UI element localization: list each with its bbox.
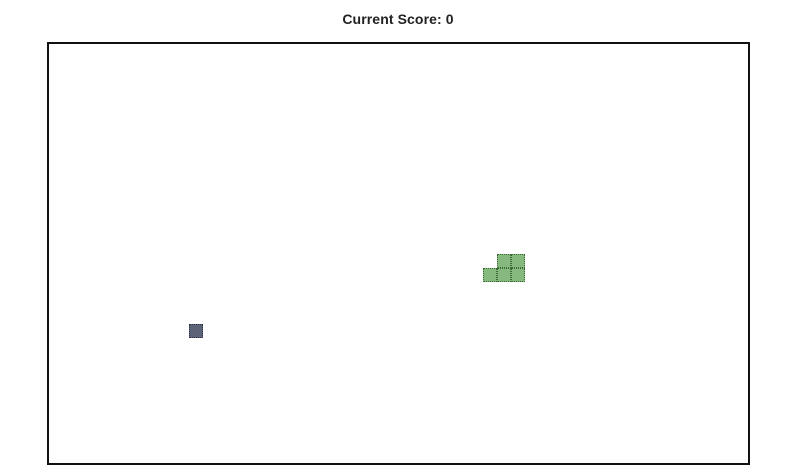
- snake-segment: [483, 268, 497, 282]
- snake-segment: [497, 268, 511, 282]
- snake-segment: [511, 268, 525, 282]
- snake-segment: [497, 254, 511, 268]
- snake-segment: [511, 254, 525, 268]
- current-score-label: Current Score: 0: [342, 11, 454, 27]
- game-board[interactable]: [47, 42, 750, 465]
- food-item: [189, 324, 203, 338]
